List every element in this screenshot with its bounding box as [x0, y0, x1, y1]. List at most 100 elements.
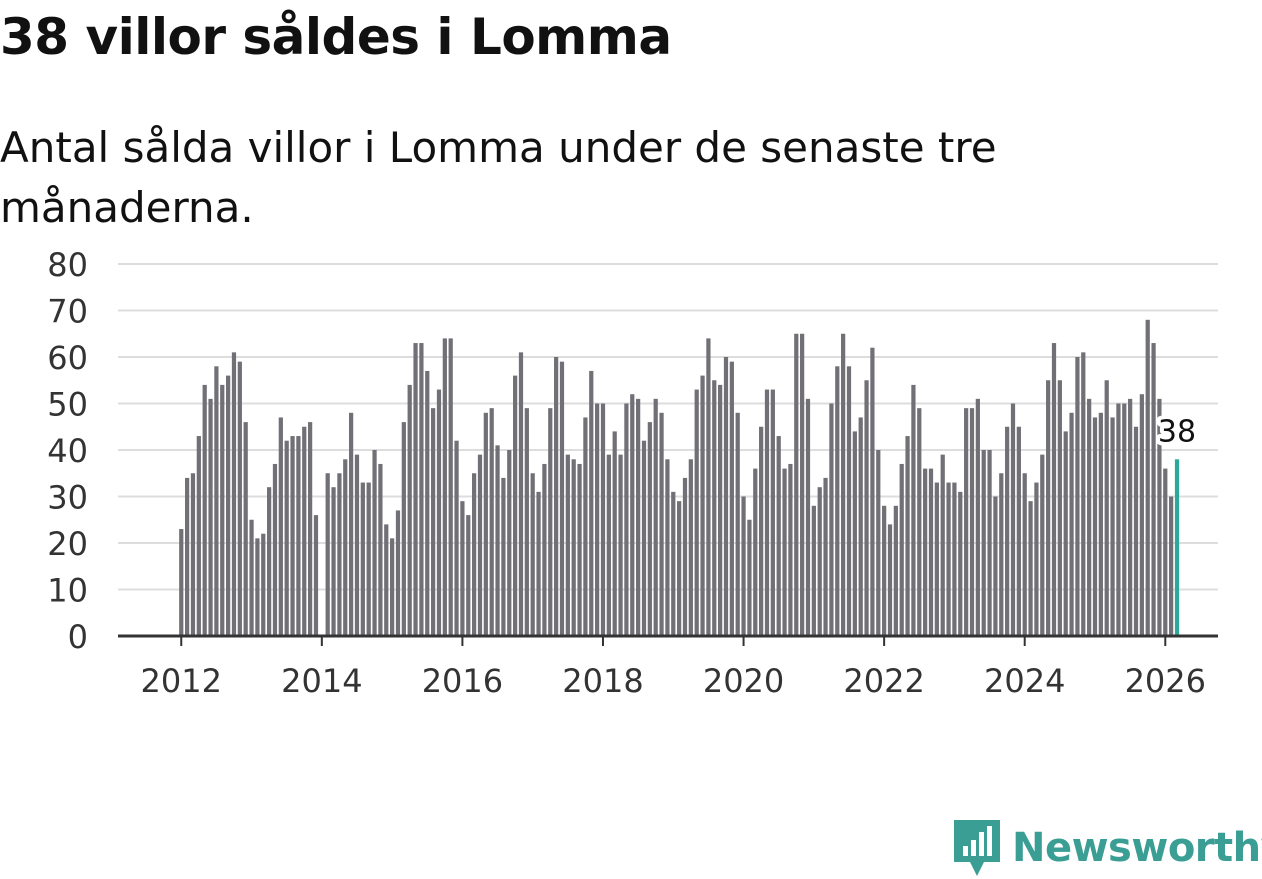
bar: [454, 440, 459, 636]
bar: [220, 384, 225, 636]
bar: [600, 403, 606, 636]
bar: [425, 370, 430, 636]
bar: [255, 538, 260, 636]
bar: [718, 384, 723, 636]
bar: [1133, 426, 1139, 636]
bar: [185, 477, 190, 636]
x-tick-label: 2014: [281, 662, 362, 700]
y-tick-label: 30: [47, 479, 88, 517]
bar: [659, 412, 664, 636]
bar: [1028, 501, 1033, 636]
bar: [653, 398, 658, 636]
bar: [999, 473, 1004, 636]
bar: [395, 510, 401, 636]
bar: [226, 375, 231, 636]
y-axis: 0 10 20 30 40 50 60 70 80: [47, 246, 88, 656]
bar: [278, 417, 283, 636]
bar: [542, 463, 547, 636]
bar: [477, 454, 483, 636]
bar: [325, 473, 330, 636]
bar: [612, 431, 617, 636]
x-tick-label: 2012: [141, 662, 222, 700]
bar: [589, 370, 594, 636]
bar: [290, 436, 295, 636]
newsworthy-logo-icon: [954, 820, 1000, 876]
bar: [1169, 496, 1174, 636]
x-tick-label: 2016: [422, 662, 503, 700]
bar: [1128, 398, 1133, 636]
bar: [524, 408, 529, 636]
bar: [436, 389, 442, 636]
bar: [489, 408, 494, 636]
bar: [554, 357, 559, 636]
bar: [641, 440, 647, 636]
bar: [987, 450, 992, 636]
bar: [764, 389, 770, 636]
bar: [800, 333, 805, 636]
bar: [1087, 398, 1092, 636]
bar: [864, 380, 869, 636]
bar: [372, 450, 377, 636]
bar: [190, 473, 196, 636]
bar: [472, 473, 477, 636]
bar: [583, 417, 588, 636]
bar: [595, 403, 600, 636]
bar: [179, 529, 184, 636]
bar: [284, 440, 289, 636]
bar: [384, 524, 389, 636]
bar: [243, 422, 248, 636]
bar: [401, 422, 406, 636]
bar: [214, 366, 219, 636]
bar: [981, 450, 986, 636]
bar: [706, 338, 711, 636]
bar: [261, 533, 266, 636]
bar: [337, 473, 342, 636]
bar: [366, 482, 371, 636]
bar: [846, 366, 852, 636]
bar: [1122, 403, 1127, 636]
bar: [805, 398, 811, 636]
bar: [852, 431, 857, 636]
bar: [343, 459, 348, 636]
bar: [905, 436, 910, 636]
bar: [759, 426, 764, 636]
bar: [249, 519, 254, 636]
bar: [267, 487, 272, 636]
bar: [302, 426, 307, 636]
y-tick-label: 40: [47, 432, 88, 470]
bar: [407, 384, 412, 636]
bar: [1010, 403, 1016, 636]
bar: [794, 333, 799, 636]
bar: [876, 450, 881, 636]
bar: [501, 477, 506, 636]
bar: [712, 380, 717, 636]
bar: [975, 398, 980, 636]
bar: [776, 436, 781, 636]
bar: [647, 422, 652, 636]
bar: [1016, 426, 1021, 636]
bar: [442, 338, 447, 636]
y-tick-label: 0: [68, 618, 88, 656]
bar: [460, 501, 465, 636]
bar: [431, 408, 436, 636]
bar: [565, 454, 570, 636]
bar: [747, 519, 752, 636]
bar: [466, 515, 471, 636]
bar: [548, 408, 553, 636]
bar: [887, 524, 893, 636]
bar: [1145, 319, 1150, 636]
bar: [753, 468, 758, 636]
bar: [1104, 380, 1109, 636]
bar: [237, 361, 242, 636]
bar: [677, 501, 682, 636]
bar: [817, 487, 822, 636]
bar: [571, 459, 576, 636]
bar: [893, 505, 898, 636]
bar: [202, 384, 207, 636]
bar: [559, 361, 565, 636]
y-tick-label: 70: [47, 293, 88, 331]
bar: [770, 389, 775, 636]
bar: [518, 352, 524, 636]
bar: [1057, 380, 1062, 636]
